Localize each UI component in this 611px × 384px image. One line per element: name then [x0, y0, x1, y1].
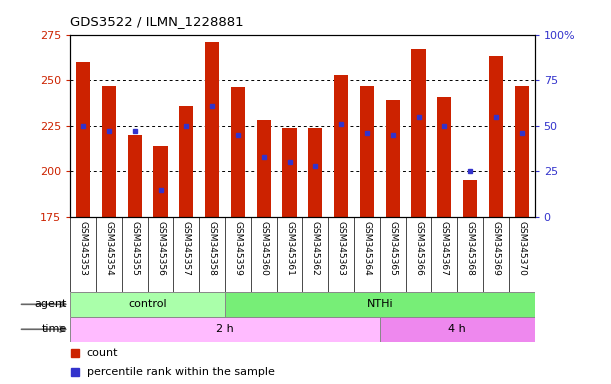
Text: GSM345368: GSM345368 — [466, 221, 475, 276]
Bar — [411, 49, 426, 217]
Text: GSM345366: GSM345366 — [414, 221, 423, 276]
Text: count: count — [87, 348, 118, 358]
Text: control: control — [128, 299, 167, 310]
Bar — [309, 127, 323, 217]
Text: GSM345353: GSM345353 — [79, 221, 87, 276]
Bar — [179, 106, 194, 217]
Bar — [386, 100, 400, 217]
Bar — [76, 62, 90, 217]
Bar — [437, 97, 452, 217]
Bar — [128, 135, 142, 217]
Bar — [514, 86, 529, 217]
Text: time: time — [42, 324, 67, 334]
Text: GSM345362: GSM345362 — [311, 221, 320, 275]
Bar — [231, 88, 245, 217]
Text: GSM345356: GSM345356 — [156, 221, 165, 276]
Bar — [282, 127, 297, 217]
Bar — [70, 292, 225, 317]
Text: 4 h: 4 h — [448, 324, 466, 334]
Text: GSM345365: GSM345365 — [388, 221, 397, 276]
Text: GSM345355: GSM345355 — [130, 221, 139, 276]
Text: GSM345361: GSM345361 — [285, 221, 294, 276]
Bar — [205, 42, 219, 217]
Text: GSM345359: GSM345359 — [233, 221, 243, 276]
Bar — [257, 120, 271, 217]
Text: GSM345357: GSM345357 — [182, 221, 191, 276]
Bar — [225, 292, 535, 317]
Text: GSM345363: GSM345363 — [337, 221, 346, 276]
Bar — [360, 86, 374, 217]
Text: NTHi: NTHi — [367, 299, 393, 310]
Text: GSM345360: GSM345360 — [259, 221, 268, 276]
Bar — [334, 74, 348, 217]
Text: GSM345369: GSM345369 — [491, 221, 500, 276]
Text: GSM345370: GSM345370 — [518, 221, 526, 276]
Text: agent: agent — [35, 299, 67, 310]
Bar — [489, 56, 503, 217]
Text: GSM345358: GSM345358 — [208, 221, 217, 276]
Text: GDS3522 / ILMN_1228881: GDS3522 / ILMN_1228881 — [70, 15, 244, 28]
Text: GSM345364: GSM345364 — [362, 221, 371, 275]
Bar — [70, 317, 380, 342]
Text: GSM345354: GSM345354 — [104, 221, 114, 275]
Bar — [153, 146, 167, 217]
Bar — [102, 86, 116, 217]
Text: percentile rank within the sample: percentile rank within the sample — [87, 367, 274, 377]
Bar — [463, 180, 477, 217]
Text: GSM345367: GSM345367 — [440, 221, 449, 276]
Text: 2 h: 2 h — [216, 324, 234, 334]
Bar — [380, 317, 535, 342]
